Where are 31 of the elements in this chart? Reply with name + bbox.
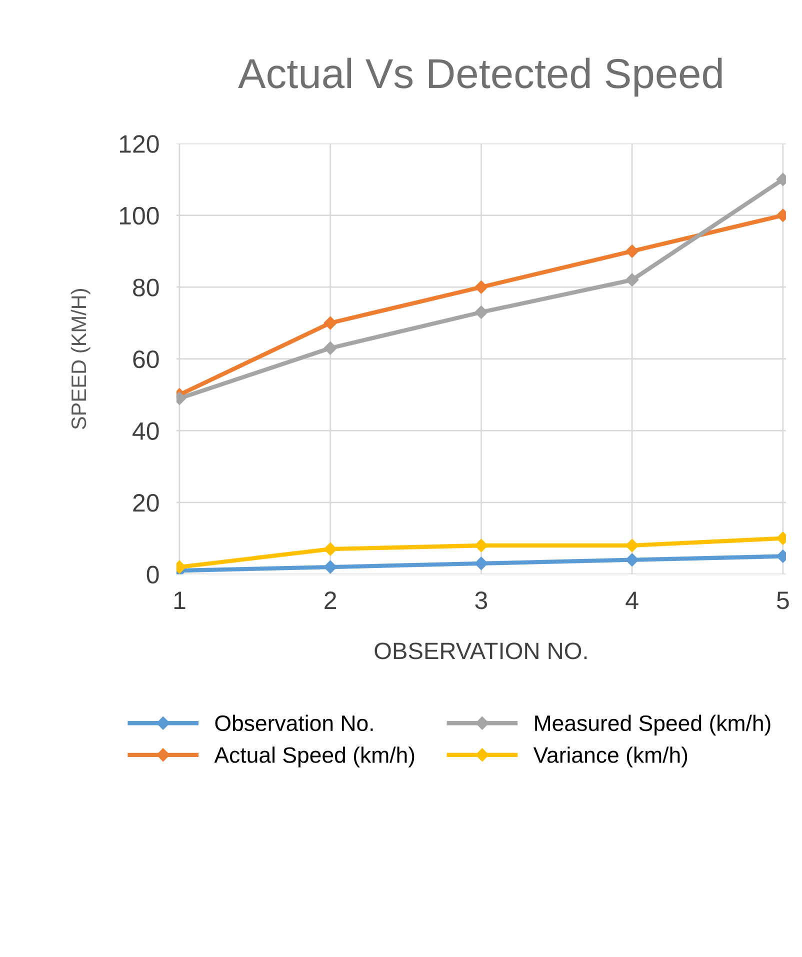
x-tick-label: 3 <box>475 592 488 610</box>
legend-label: Variance (km/h) <box>533 746 688 768</box>
point <box>324 342 337 355</box>
y-tick-label: 20 <box>133 494 159 512</box>
y-tick-label: 80 <box>133 278 159 296</box>
point <box>474 538 488 552</box>
chart-title: Actual Vs Detected Speed <box>238 58 722 97</box>
point <box>324 316 337 330</box>
legend-label: Measured Speed (km/h) <box>535 714 770 736</box>
x-axis-title: OBSERVATION NO. <box>374 642 587 660</box>
point <box>474 306 488 319</box>
point <box>324 560 337 574</box>
y-tick-label: 40 <box>132 422 159 440</box>
legend-label: Observation No. <box>215 714 373 732</box>
y-tick-label: 120 <box>120 135 159 153</box>
y-axis-title: SPEED (KM/H) <box>70 288 90 430</box>
x-tick-label: 1 <box>174 592 186 609</box>
x-tick-label: 2 <box>324 592 336 609</box>
point <box>324 542 337 556</box>
legend-label: Actual Speed (km/h) <box>214 746 414 768</box>
point <box>474 556 488 570</box>
point <box>625 244 639 258</box>
point <box>474 280 488 294</box>
y-tick-label: 0 <box>146 566 159 584</box>
point <box>625 553 639 566</box>
point <box>625 538 639 552</box>
y-tick-label: 60 <box>133 350 159 368</box>
x-tick-label: 4 <box>626 592 638 609</box>
y-tick-label: 100 <box>120 206 159 225</box>
x-tick-label: 5 <box>776 592 789 610</box>
point <box>625 273 639 287</box>
